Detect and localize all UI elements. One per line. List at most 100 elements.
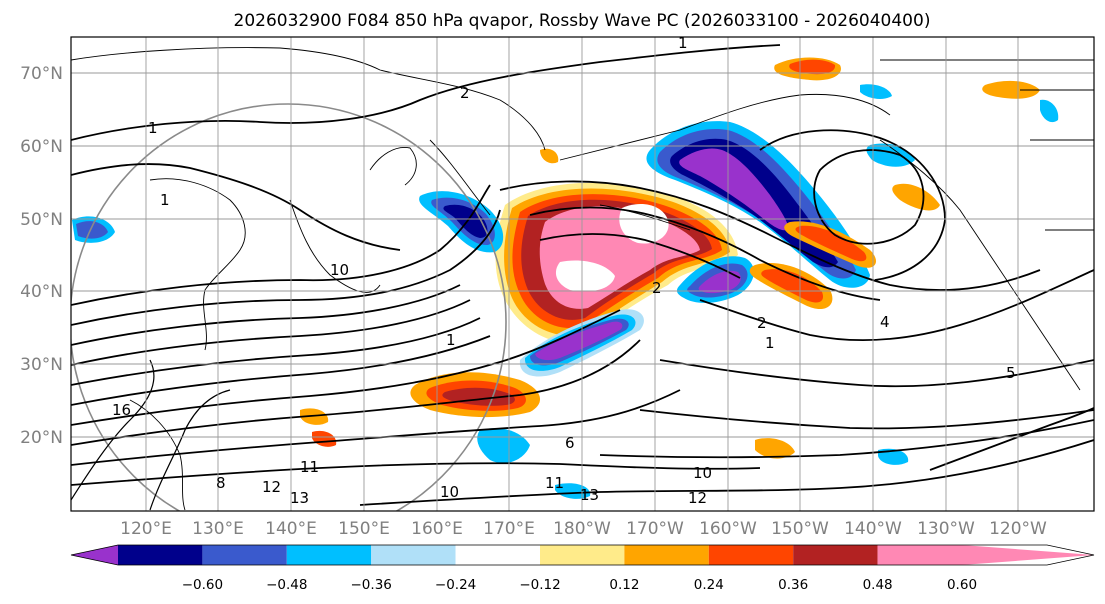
colorbar-outline <box>70 544 1095 566</box>
contour-jet-7 <box>71 309 621 426</box>
contour-label: 1 <box>765 334 775 352</box>
contour-label: 1 <box>148 119 158 137</box>
anomaly-orange-coast <box>892 183 940 211</box>
contour-label: 16 <box>112 401 131 419</box>
contour-label: 5 <box>1006 364 1016 382</box>
contour-label: 2 <box>652 279 662 297</box>
contour-label: 10 <box>693 464 712 482</box>
lon-label-180w: 180°W <box>553 519 611 539</box>
contour-10 <box>599 419 1094 459</box>
contour-jet-1 <box>71 184 491 306</box>
range-ring <box>71 103 507 511</box>
anomaly-orange-small2 <box>540 148 559 164</box>
lat-label-70n: 70°N <box>20 64 63 84</box>
colorbar-segment <box>540 545 625 565</box>
colorbar-tick-label: −0.36 <box>351 577 392 593</box>
lon-label-120w: 120°W <box>989 519 1047 539</box>
anomaly-hole <box>619 204 669 244</box>
coast-korea-japan <box>289 199 381 293</box>
lon-label-160e: 160°E <box>411 519 463 539</box>
lon-label-130w: 130°W <box>917 519 975 539</box>
contour-closed-gulf <box>813 149 925 245</box>
contour-5 <box>659 359 1094 388</box>
anomaly-purple-south <box>535 321 623 361</box>
colorbar-segment <box>371 545 456 565</box>
contour-label: 11 <box>300 458 319 476</box>
lon-label-150e: 150°E <box>338 519 390 539</box>
colorbar-tick-label: 0.24 <box>694 577 724 593</box>
colorbar-tick-label: 0.12 <box>609 577 639 593</box>
lat-label-40n: 40°N <box>20 282 63 302</box>
longitude-labels: 120°E 130°E 140°E 150°E 160°E 170°E 180°… <box>120 519 1047 539</box>
colorbar-segment <box>708 545 794 565</box>
latitude-labels: 70°N 60°N 50°N 40°N 30°N 20°N <box>20 64 63 448</box>
lon-label-150w: 150°W <box>771 519 829 539</box>
contour-label: 11 <box>545 474 564 492</box>
contour-12 <box>359 439 1094 506</box>
colorbar-tick-label: −0.48 <box>266 577 307 593</box>
contour-ridge-1 <box>499 180 1041 291</box>
contour-label: 8 <box>216 474 226 492</box>
contour-jet-8 <box>71 339 641 446</box>
lon-label-170e: 170°E <box>483 519 535 539</box>
anomaly-orange-small5 <box>755 438 795 459</box>
lon-label-130e: 130°E <box>192 519 244 539</box>
contour-ridge-2 <box>529 206 881 301</box>
contour-label: 2 <box>460 84 470 102</box>
anomaly-cyan-small3 <box>555 483 591 499</box>
coast-siberia <box>71 47 546 151</box>
lat-label-30n: 30°N <box>20 355 63 375</box>
contour-1a <box>71 44 781 141</box>
anomaly-red-gulf <box>795 225 867 262</box>
lon-label-120e: 120°E <box>120 519 172 539</box>
anomaly-cyan-beaufort <box>860 84 892 99</box>
colorbar-tick-label: −0.24 <box>435 577 476 593</box>
lon-label-140e: 140°E <box>265 519 317 539</box>
colorbar-tick-label: −0.60 <box>182 577 223 593</box>
contour-tropical-1 <box>71 359 155 501</box>
colorbar-tick-label: 0.60 <box>947 577 977 593</box>
contour-labels: 1 2 1 1 10 2 4 1 2 5 1 11 13 11 10 12 10… <box>112 34 1016 507</box>
colorbar-segment <box>624 545 709 565</box>
colorbar-tick-label: 0.48 <box>863 577 893 593</box>
colorbar-segment <box>202 545 287 565</box>
lon-label-170w: 170°W <box>626 519 684 539</box>
anomaly-cyan-small4 <box>878 448 909 465</box>
anomaly-cyan-canada <box>1040 99 1059 123</box>
contour-label: 1 <box>678 34 688 52</box>
contour-tropical-2 <box>149 389 231 511</box>
colorbar-segment <box>877 545 1094 565</box>
anomaly-orange-small1 <box>300 408 329 425</box>
coast-canada-borders <box>880 59 1094 231</box>
lat-label-50n: 50°N <box>20 210 63 230</box>
colorbar-segment <box>71 545 118 565</box>
contour-gulf-outer <box>759 129 946 281</box>
contour-jet-5 <box>71 317 481 386</box>
lon-label-140w: 140°W <box>844 519 902 539</box>
contour-jet-4 <box>71 299 471 366</box>
anomaly-purple-arc <box>679 148 789 231</box>
contour-8 <box>639 409 1094 430</box>
coast-sakhalin <box>369 147 417 186</box>
contour-label: 6 <box>565 434 575 452</box>
coast-na-west <box>879 139 1081 391</box>
contour-label: 1 <box>446 331 456 349</box>
colorbar: −0.60 −0.48 −0.36 −0.24 −0.12 0.12 0.24 … <box>70 544 1095 593</box>
contour-jet-10 <box>71 462 761 486</box>
anomaly-red-arctic <box>789 59 836 75</box>
anomaly-hole-2 <box>555 260 615 292</box>
contour-jet-3 <box>71 284 461 346</box>
anomaly-red-145w <box>761 269 824 303</box>
graticule <box>71 37 1094 511</box>
colorbar-segment <box>118 545 203 565</box>
contour-label: 10 <box>440 483 459 501</box>
contour-label: 12 <box>262 478 281 496</box>
anomaly-orange-canada <box>982 80 1040 99</box>
lat-label-20n: 20°N <box>20 428 63 448</box>
colorbar-segment <box>455 545 540 565</box>
contour-label: 13 <box>290 489 309 507</box>
colorbar-segment <box>286 545 372 565</box>
contour-label: 12 <box>688 489 707 507</box>
contour-label: 2 <box>757 314 767 332</box>
